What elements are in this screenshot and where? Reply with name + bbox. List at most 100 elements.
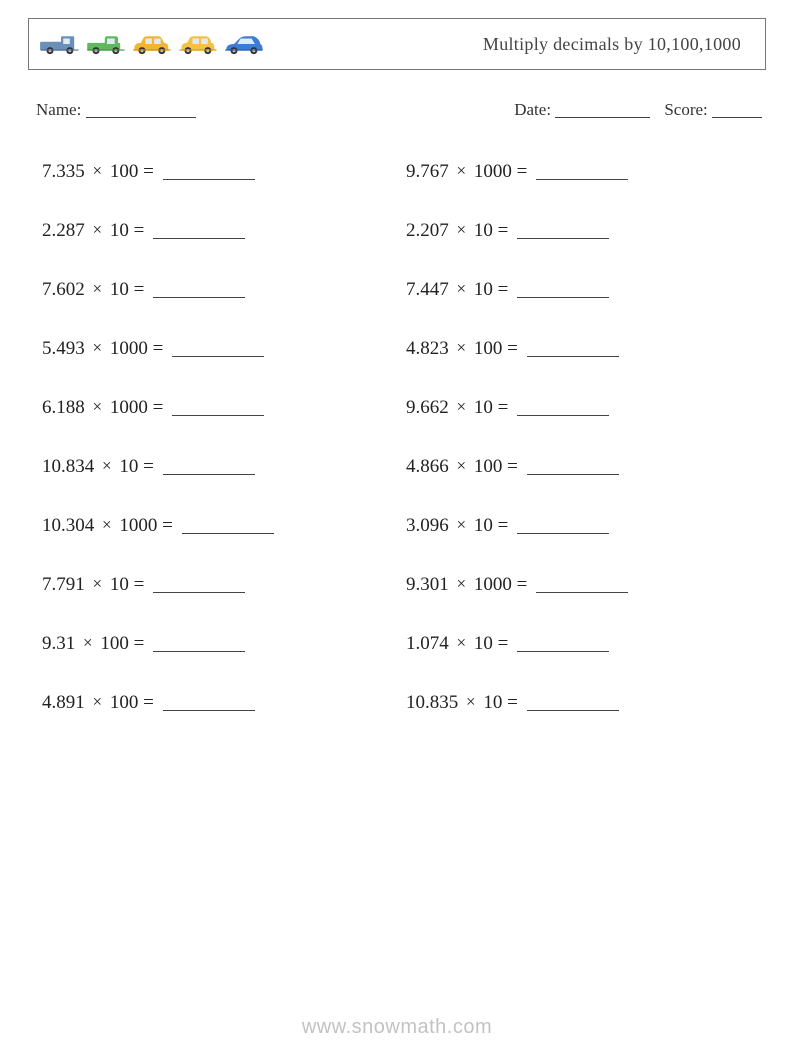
multiply-symbol: × <box>454 338 470 358</box>
operand-b: 100 <box>474 456 503 477</box>
score-blank[interactable] <box>712 101 762 118</box>
operand-a: 4.866 <box>406 456 449 477</box>
worksheet-page: Multiply decimals by 10,100,1000 Name: D… <box>0 0 794 1053</box>
problem-left-1: 2.287 × 10 = <box>42 217 396 242</box>
operand-b: 1000 <box>474 161 512 182</box>
meta-right: Date: Score: <box>514 98 762 120</box>
car-icon <box>85 33 129 55</box>
name-blank[interactable] <box>86 101 196 118</box>
multiply-symbol: × <box>90 161 106 181</box>
multiply-symbol: × <box>454 397 470 417</box>
problem-right-3: 4.823 × 100 = <box>406 335 760 360</box>
date-label: Date: <box>514 100 551 119</box>
equals-symbol: = <box>153 338 168 359</box>
equals-symbol: = <box>498 279 513 300</box>
equals-symbol: = <box>498 397 513 418</box>
operand-b: 100 <box>474 338 503 359</box>
answer-blank[interactable] <box>182 515 274 534</box>
score-label: Score: <box>664 100 707 119</box>
header-box: Multiply decimals by 10,100,1000 <box>28 18 766 70</box>
equals-symbol: = <box>498 220 513 241</box>
answer-blank[interactable] <box>527 456 619 475</box>
answer-blank[interactable] <box>536 161 628 180</box>
operand-b: 10 <box>474 397 493 418</box>
answer-blank[interactable] <box>163 456 255 475</box>
multiply-symbol: × <box>454 279 470 299</box>
operand-b: 100 <box>110 161 139 182</box>
multiply-symbol: × <box>463 692 479 712</box>
answer-blank[interactable] <box>517 397 609 416</box>
answer-blank[interactable] <box>153 633 245 652</box>
equals-symbol: = <box>134 279 149 300</box>
equals-symbol: = <box>134 633 149 654</box>
answer-blank[interactable] <box>527 338 619 357</box>
operand-a: 2.287 <box>42 220 85 241</box>
answer-blank[interactable] <box>163 161 255 180</box>
equals-symbol: = <box>153 397 168 418</box>
car-icon <box>39 33 83 55</box>
equals-symbol: = <box>517 161 532 182</box>
problem-left-6: 10.304 × 1000 = <box>42 512 396 537</box>
operand-a: 3.096 <box>406 515 449 536</box>
name-label: Name: <box>36 100 81 119</box>
answer-blank[interactable] <box>172 397 264 416</box>
answer-blank[interactable] <box>517 633 609 652</box>
operand-b: 1000 <box>474 574 512 595</box>
operand-b: 100 <box>110 692 139 713</box>
operand-b: 1000 <box>119 515 157 536</box>
problems-grid: 7.335 × 100 = 9.767 × 1000 = 2.287 × 10 … <box>28 158 766 714</box>
multiply-symbol: × <box>454 633 470 653</box>
operand-b: 100 <box>100 633 129 654</box>
equals-symbol: = <box>507 692 522 713</box>
operand-a: 6.188 <box>42 397 85 418</box>
answer-blank[interactable] <box>172 338 264 357</box>
operand-a: 9.662 <box>406 397 449 418</box>
equals-symbol: = <box>134 220 149 241</box>
operand-b: 10 <box>474 279 493 300</box>
operand-a: 1.074 <box>406 633 449 654</box>
operand-a: 10.835 <box>406 692 458 713</box>
answer-blank[interactable] <box>153 279 245 298</box>
equals-symbol: = <box>507 456 522 477</box>
operand-b: 10 <box>474 633 493 654</box>
problem-left-0: 7.335 × 100 = <box>42 158 396 183</box>
answer-blank[interactable] <box>517 515 609 534</box>
operand-b: 10 <box>483 692 502 713</box>
problem-right-6: 3.096 × 10 = <box>406 512 760 537</box>
operand-b: 1000 <box>110 338 148 359</box>
operand-b: 10 <box>119 456 138 477</box>
answer-blank[interactable] <box>153 220 245 239</box>
answer-blank[interactable] <box>163 692 255 711</box>
answer-blank[interactable] <box>517 220 609 239</box>
answer-blank[interactable] <box>153 574 245 593</box>
worksheet-title: Multiply decimals by 10,100,1000 <box>483 34 741 55</box>
multiply-symbol: × <box>90 692 106 712</box>
date-blank[interactable] <box>555 101 650 118</box>
multiply-symbol: × <box>99 456 115 476</box>
multiply-symbol: × <box>90 574 106 594</box>
equals-symbol: = <box>498 633 513 654</box>
answer-blank[interactable] <box>517 279 609 298</box>
multiply-symbol: × <box>80 633 96 653</box>
equals-symbol: = <box>143 692 158 713</box>
answer-blank[interactable] <box>536 574 628 593</box>
car-icons <box>39 33 267 55</box>
multiply-symbol: × <box>90 397 106 417</box>
operand-a: 7.447 <box>406 279 449 300</box>
car-icon <box>223 33 267 55</box>
multiply-symbol: × <box>454 456 470 476</box>
operand-a: 5.493 <box>42 338 85 359</box>
problem-left-3: 5.493 × 1000 = <box>42 335 396 360</box>
multiply-symbol: × <box>90 338 106 358</box>
answer-blank[interactable] <box>527 692 619 711</box>
car-icon <box>177 33 221 55</box>
operand-a: 10.834 <box>42 456 94 477</box>
equals-symbol: = <box>134 574 149 595</box>
multiply-symbol: × <box>90 220 106 240</box>
operand-a: 9.767 <box>406 161 449 182</box>
problem-left-2: 7.602 × 10 = <box>42 276 396 301</box>
problem-right-0: 9.767 × 1000 = <box>406 158 760 183</box>
multiply-symbol: × <box>454 161 470 181</box>
multiply-symbol: × <box>99 515 115 535</box>
operand-a: 10.304 <box>42 515 94 536</box>
